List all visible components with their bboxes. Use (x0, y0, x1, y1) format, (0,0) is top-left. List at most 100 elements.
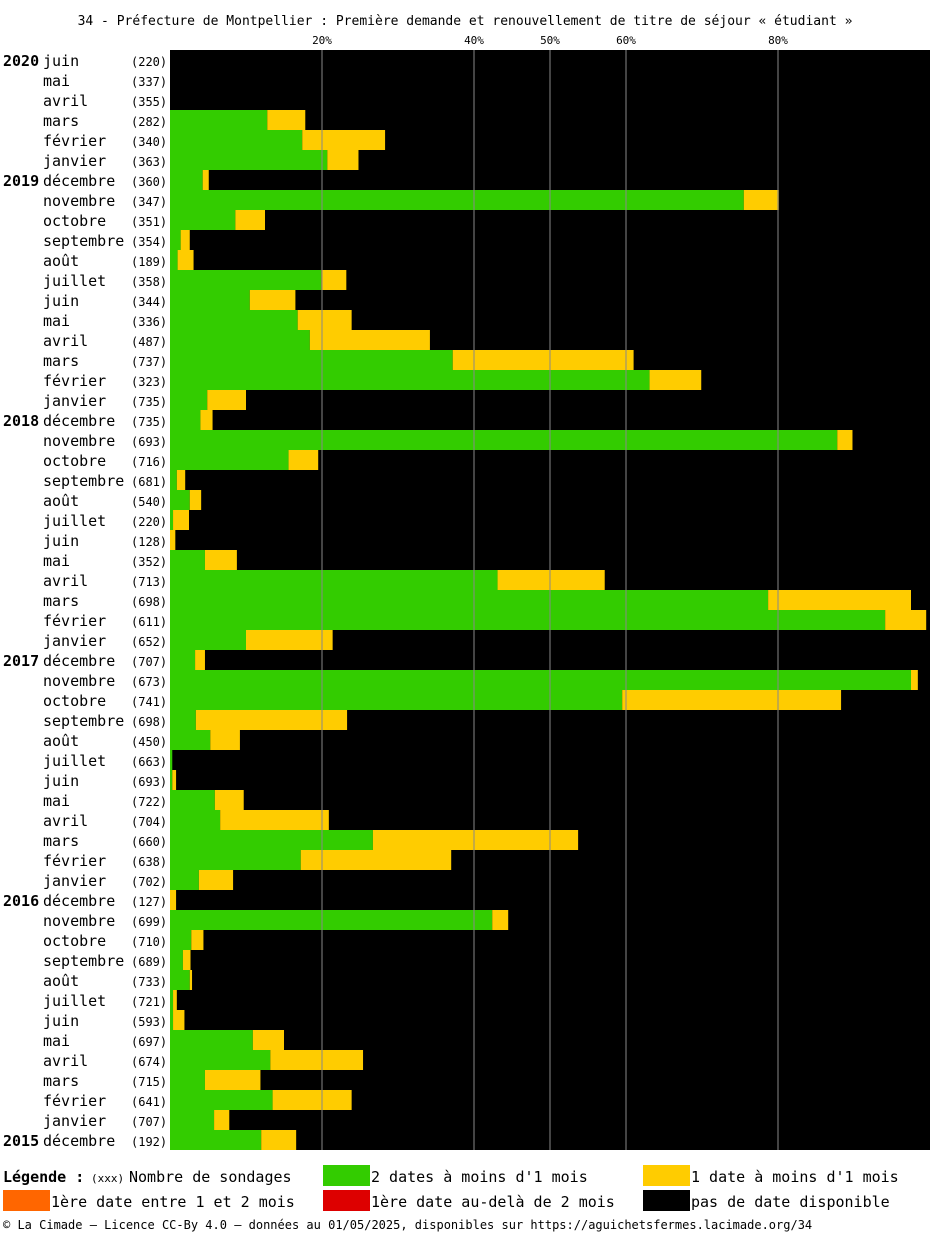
legend: Légende : (xxx) Nombre de sondages 2 dat… (3, 1165, 899, 1211)
bar-two-dates (170, 490, 190, 510)
bar-one-date (195, 650, 205, 670)
month-label: mars (43, 592, 79, 610)
count-label: (660) (131, 835, 167, 849)
count-label: (358) (131, 275, 167, 289)
bar-two-dates (170, 690, 623, 710)
month-label: août (43, 252, 79, 270)
bar-one-date (214, 1110, 230, 1130)
count-label: (737) (131, 355, 167, 369)
bar-one-date (172, 770, 177, 790)
count-label: (673) (131, 675, 167, 689)
bar-one-date (200, 410, 213, 430)
bar-one-date (622, 690, 842, 710)
count-label: (540) (131, 495, 167, 509)
bar-two-dates (170, 590, 769, 610)
bar-one-date (252, 1030, 284, 1050)
bar-two-dates (170, 1010, 174, 1030)
legend-count-code: (xxx) (91, 1172, 124, 1185)
count-label: (593) (131, 1015, 167, 1029)
bar-one-date (249, 290, 296, 310)
count-label: (735) (131, 415, 167, 429)
bar-two-dates (170, 830, 373, 850)
count-label: (704) (131, 815, 167, 829)
chart-title: 34 - Préfecture de Montpellier : Premièr… (78, 14, 853, 29)
legend-swatch-two-dates (323, 1165, 370, 1186)
bar-two-dates (170, 770, 173, 790)
bar-one-date (195, 710, 348, 730)
month-label: juin (43, 52, 79, 70)
count-label: (715) (131, 1075, 167, 1089)
count-label: (336) (131, 315, 167, 329)
bar-one-date (267, 110, 306, 130)
bar-two-dates (170, 170, 203, 190)
bar-two-dates (170, 850, 301, 870)
bar-two-dates (170, 1030, 253, 1050)
bar-one-date (177, 250, 194, 270)
bar-one-date (272, 1090, 352, 1110)
bar-two-dates (170, 130, 303, 150)
count-label: (189) (131, 255, 167, 269)
month-label: mai (43, 792, 70, 810)
bar-one-date (170, 530, 176, 550)
bar-one-date (214, 790, 244, 810)
bar-one-date (189, 970, 193, 990)
month-label: novembre (43, 432, 115, 450)
month-label: octobre (43, 452, 106, 470)
month-label: août (43, 732, 79, 750)
bar-one-date (210, 730, 240, 750)
count-label: (192) (131, 1135, 167, 1149)
month-label: février (43, 372, 106, 390)
count-label: (722) (131, 795, 167, 809)
count-label: (716) (131, 455, 167, 469)
bar-two-dates (170, 210, 236, 230)
bar-one-date (497, 570, 605, 590)
year-label: 2016 (3, 892, 39, 910)
month-label: avril (43, 812, 88, 830)
bar-one-date (173, 1010, 185, 1030)
bar-two-dates (170, 990, 174, 1010)
bar-one-date (885, 610, 927, 630)
month-label: mars (43, 832, 79, 850)
bar-two-dates (170, 570, 498, 590)
legend-one-date-label: 1 date à moins d'1 mois (691, 1168, 899, 1186)
bar-one-date (191, 930, 204, 950)
month-label: novembre (43, 912, 115, 930)
month-label: février (43, 1092, 106, 1110)
bar-one-date (492, 910, 509, 930)
month-label: janvier (43, 392, 106, 410)
month-label: septembre (43, 472, 124, 490)
count-label: (487) (131, 335, 167, 349)
bar-two-dates (170, 870, 199, 890)
count-label: (681) (131, 475, 167, 489)
month-label: mai (43, 72, 70, 90)
count-label: (360) (131, 175, 167, 189)
month-label: novembre (43, 192, 115, 210)
bar-two-dates (170, 550, 205, 570)
count-label: (652) (131, 635, 167, 649)
bar-one-date (180, 230, 190, 250)
bar-two-dates (170, 950, 183, 970)
count-label: (340) (131, 135, 167, 149)
x-tick-label: 20% (312, 34, 332, 47)
month-label: novembre (43, 672, 115, 690)
month-label: février (43, 612, 106, 630)
year-label: 2017 (3, 652, 39, 670)
month-label: mars (43, 352, 79, 370)
bar-two-dates (170, 1050, 271, 1070)
bar-two-dates (170, 230, 181, 250)
month-label: décembre (43, 412, 115, 430)
bar-two-dates (170, 290, 250, 310)
count-label: (713) (131, 575, 167, 589)
month-label: décembre (43, 172, 115, 190)
month-label: janvier (43, 152, 106, 170)
count-label: (707) (131, 1115, 167, 1129)
bar-two-dates (170, 730, 211, 750)
count-label: (699) (131, 915, 167, 929)
bar-one-date (768, 590, 911, 610)
bar-one-date (372, 830, 579, 850)
bar-one-date (220, 810, 329, 830)
count-label: (721) (131, 995, 167, 1009)
bar-two-dates (170, 970, 190, 990)
month-label: décembre (43, 892, 115, 910)
